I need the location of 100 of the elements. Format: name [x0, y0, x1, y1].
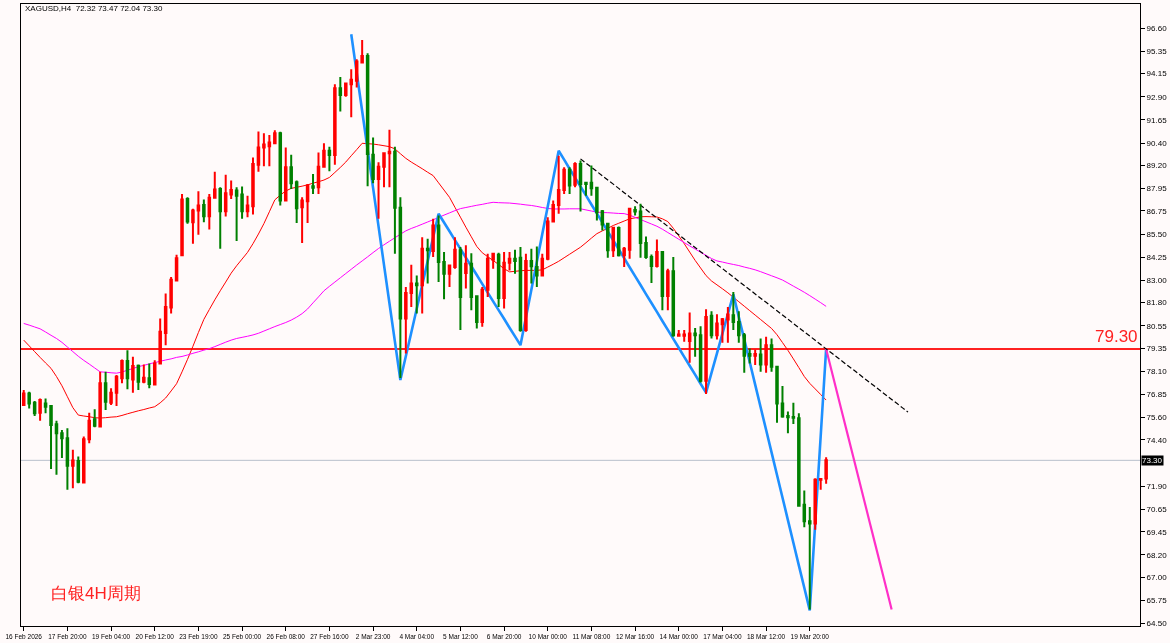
- candlestick: [32, 399, 37, 418]
- candlestick: [578, 159, 583, 213]
- candlestick: [322, 142, 326, 169]
- candlestick: [469, 252, 474, 312]
- candlestick: [529, 247, 534, 285]
- candlestick: [147, 362, 152, 390]
- y-tick-label: 76.85: [1146, 390, 1168, 400]
- y-tick-label: 78.10: [1146, 367, 1168, 377]
- candlestick: [54, 419, 59, 476]
- candlestick: [573, 161, 577, 189]
- candlestick: [202, 198, 206, 224]
- y-tick-label: 84.25: [1146, 253, 1168, 263]
- candlestick: [709, 310, 714, 340]
- candlestick: [485, 252, 490, 298]
- candlestick: [234, 186, 239, 243]
- candlestick: [251, 156, 255, 216]
- candlestick: [213, 170, 217, 200]
- candlestick: [442, 251, 446, 301]
- y-tick-label: 70.65: [1146, 505, 1168, 515]
- candlestick: [125, 349, 130, 391]
- candlestick: [109, 387, 113, 407]
- candlestick: [262, 132, 266, 168]
- y-tick-label: 65.75: [1146, 596, 1168, 606]
- y-tick-label: 96.60: [1146, 23, 1168, 33]
- annotation: 白银4H周期: [51, 584, 141, 603]
- candlestick: [393, 145, 397, 255]
- candlestick: [458, 246, 463, 332]
- candlestick: [480, 285, 485, 328]
- y-tick-label: 94.15: [1146, 69, 1168, 79]
- candlestick: [802, 489, 807, 529]
- candlestick: [797, 412, 801, 508]
- y-tick-label: 71.90: [1146, 482, 1168, 492]
- candlestick: [655, 238, 659, 269]
- candlestick: [376, 161, 381, 220]
- candlestick: [103, 370, 108, 411]
- y-tick-label: 87.95: [1146, 184, 1168, 194]
- candlestick: [382, 151, 386, 189]
- candlestick: [196, 190, 201, 236]
- candlestick: [420, 236, 424, 315]
- candlestick: [229, 179, 233, 200]
- candlestick: [513, 248, 517, 275]
- candlestick: [606, 222, 610, 259]
- candlestick: [163, 292, 168, 347]
- candlestick: [600, 208, 605, 232]
- candlestick: [273, 129, 277, 146]
- candlestick: [524, 252, 528, 333]
- candlestick: [464, 244, 468, 290]
- candlestick: [60, 428, 64, 460]
- candlestick: [360, 38, 364, 65]
- candlestick: [447, 263, 452, 288]
- candlestick: [556, 154, 561, 215]
- candlestick: [660, 250, 665, 312]
- candlestick: [256, 130, 261, 173]
- candlestick: [502, 251, 506, 310]
- candlestick: [507, 251, 512, 272]
- candlestick: [43, 397, 48, 415]
- candlestick: [294, 179, 299, 225]
- candlestick: [758, 337, 763, 373]
- candlestick: [753, 348, 757, 366]
- candlestick: [649, 253, 654, 284]
- candlestick: [611, 226, 616, 259]
- y-tick-label: 86.75: [1146, 206, 1168, 216]
- candlestick: [425, 237, 430, 285]
- candlestick: [622, 246, 626, 269]
- candlestick: [720, 316, 725, 344]
- y-tick-label: 91.65: [1146, 115, 1168, 125]
- candlestick: [644, 235, 648, 260]
- candlestick: [142, 363, 146, 385]
- candlestick: [491, 251, 495, 270]
- candlestick: [818, 477, 823, 491]
- candlestick: [453, 236, 457, 270]
- candlestick: [404, 285, 408, 355]
- candlestick: [136, 363, 141, 392]
- candlestick: [365, 52, 370, 188]
- candlestick: [218, 186, 222, 250]
- ref-line-label: 73.30: [1142, 456, 1163, 465]
- candlestick: [475, 294, 479, 330]
- ref-line-label: 79.30: [1095, 327, 1138, 346]
- y-tick-label: 64.50: [1146, 619, 1168, 629]
- chart-title: XAGUSD,H4 72.32 73.47 72.04 73.30: [25, 3, 163, 13]
- candlestick: [289, 153, 293, 190]
- candlestick: [409, 263, 414, 308]
- line-series: [825, 347, 893, 611]
- y-tick-label: 75.60: [1146, 413, 1168, 423]
- candlestick: [431, 217, 435, 259]
- candlestick: [627, 207, 632, 260]
- candlestick: [813, 477, 817, 531]
- candlestick: [65, 427, 70, 491]
- candlestick: [698, 325, 703, 384]
- candlestick: [731, 290, 736, 332]
- candlestick: [824, 456, 828, 485]
- y-tick-label: 74.40: [1146, 435, 1168, 445]
- candlestick: [21, 389, 26, 407]
- candlestick: [633, 205, 637, 217]
- candlestick: [305, 182, 310, 224]
- candlestick: [316, 151, 321, 195]
- candlestick: [496, 251, 501, 308]
- candlestick: [764, 335, 768, 374]
- y-tick-label: 90.40: [1146, 138, 1168, 148]
- candlestick: [207, 192, 212, 231]
